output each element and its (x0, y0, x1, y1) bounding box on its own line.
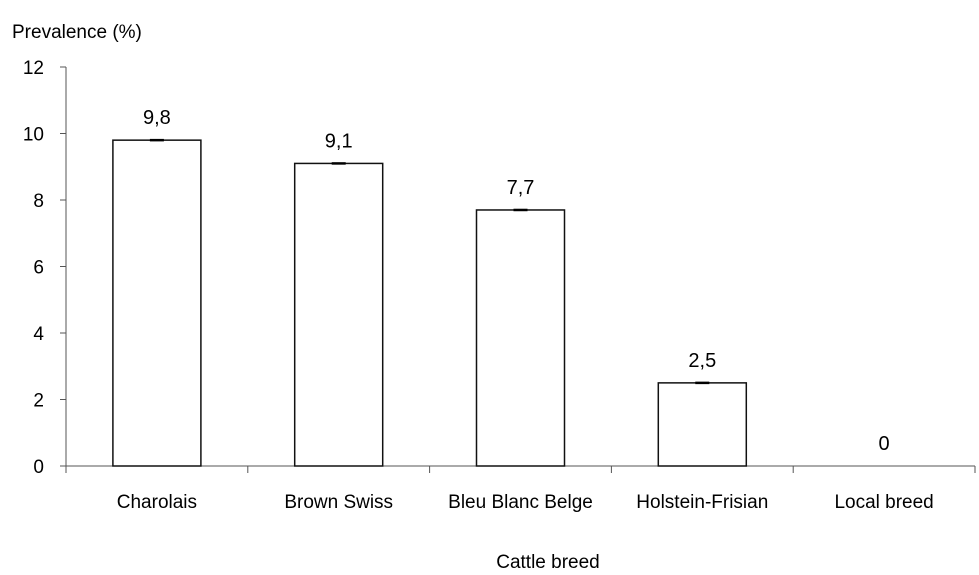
y-axis-title: Prevalence (%) (12, 22, 142, 43)
data-label: 7,7 (507, 177, 535, 199)
y-tick-label: 4 (33, 324, 44, 345)
bar (657, 382, 748, 467)
category-labels: Charolais Brown Swiss Bleu Blanc Belge Hols… (117, 492, 934, 513)
y-tick-label: 12 (23, 58, 44, 79)
category-label: Bleu Blanc Belge (448, 492, 593, 513)
data-labels: 9,8 9,1 7,7 2,5 0 (143, 107, 890, 455)
category-label: Holstein-Frisian (636, 492, 768, 513)
x-ticks (65, 466, 976, 473)
data-label: 9,8 (143, 107, 171, 129)
y-tick-label: 8 (33, 191, 44, 212)
data-label: 0 (879, 433, 890, 455)
category-label: Local breed (834, 492, 933, 513)
bars (112, 138, 748, 467)
y-ticks: 0 2 4 6 8 10 12 (23, 58, 66, 478)
y-tick-label: 10 (23, 125, 44, 146)
bar (112, 139, 202, 467)
bar (293, 162, 384, 467)
data-label: 2,5 (688, 350, 716, 372)
bar (475, 209, 566, 467)
y-tick-label: 0 (33, 457, 44, 478)
x-axis-title: Cattle breed (496, 552, 600, 573)
y-tick-label: 6 (33, 258, 44, 279)
category-label: Brown Swiss (284, 492, 393, 513)
data-label: 9,1 (325, 130, 353, 152)
y-tick-label: 2 (33, 391, 44, 412)
category-label: Charolais (117, 492, 197, 513)
